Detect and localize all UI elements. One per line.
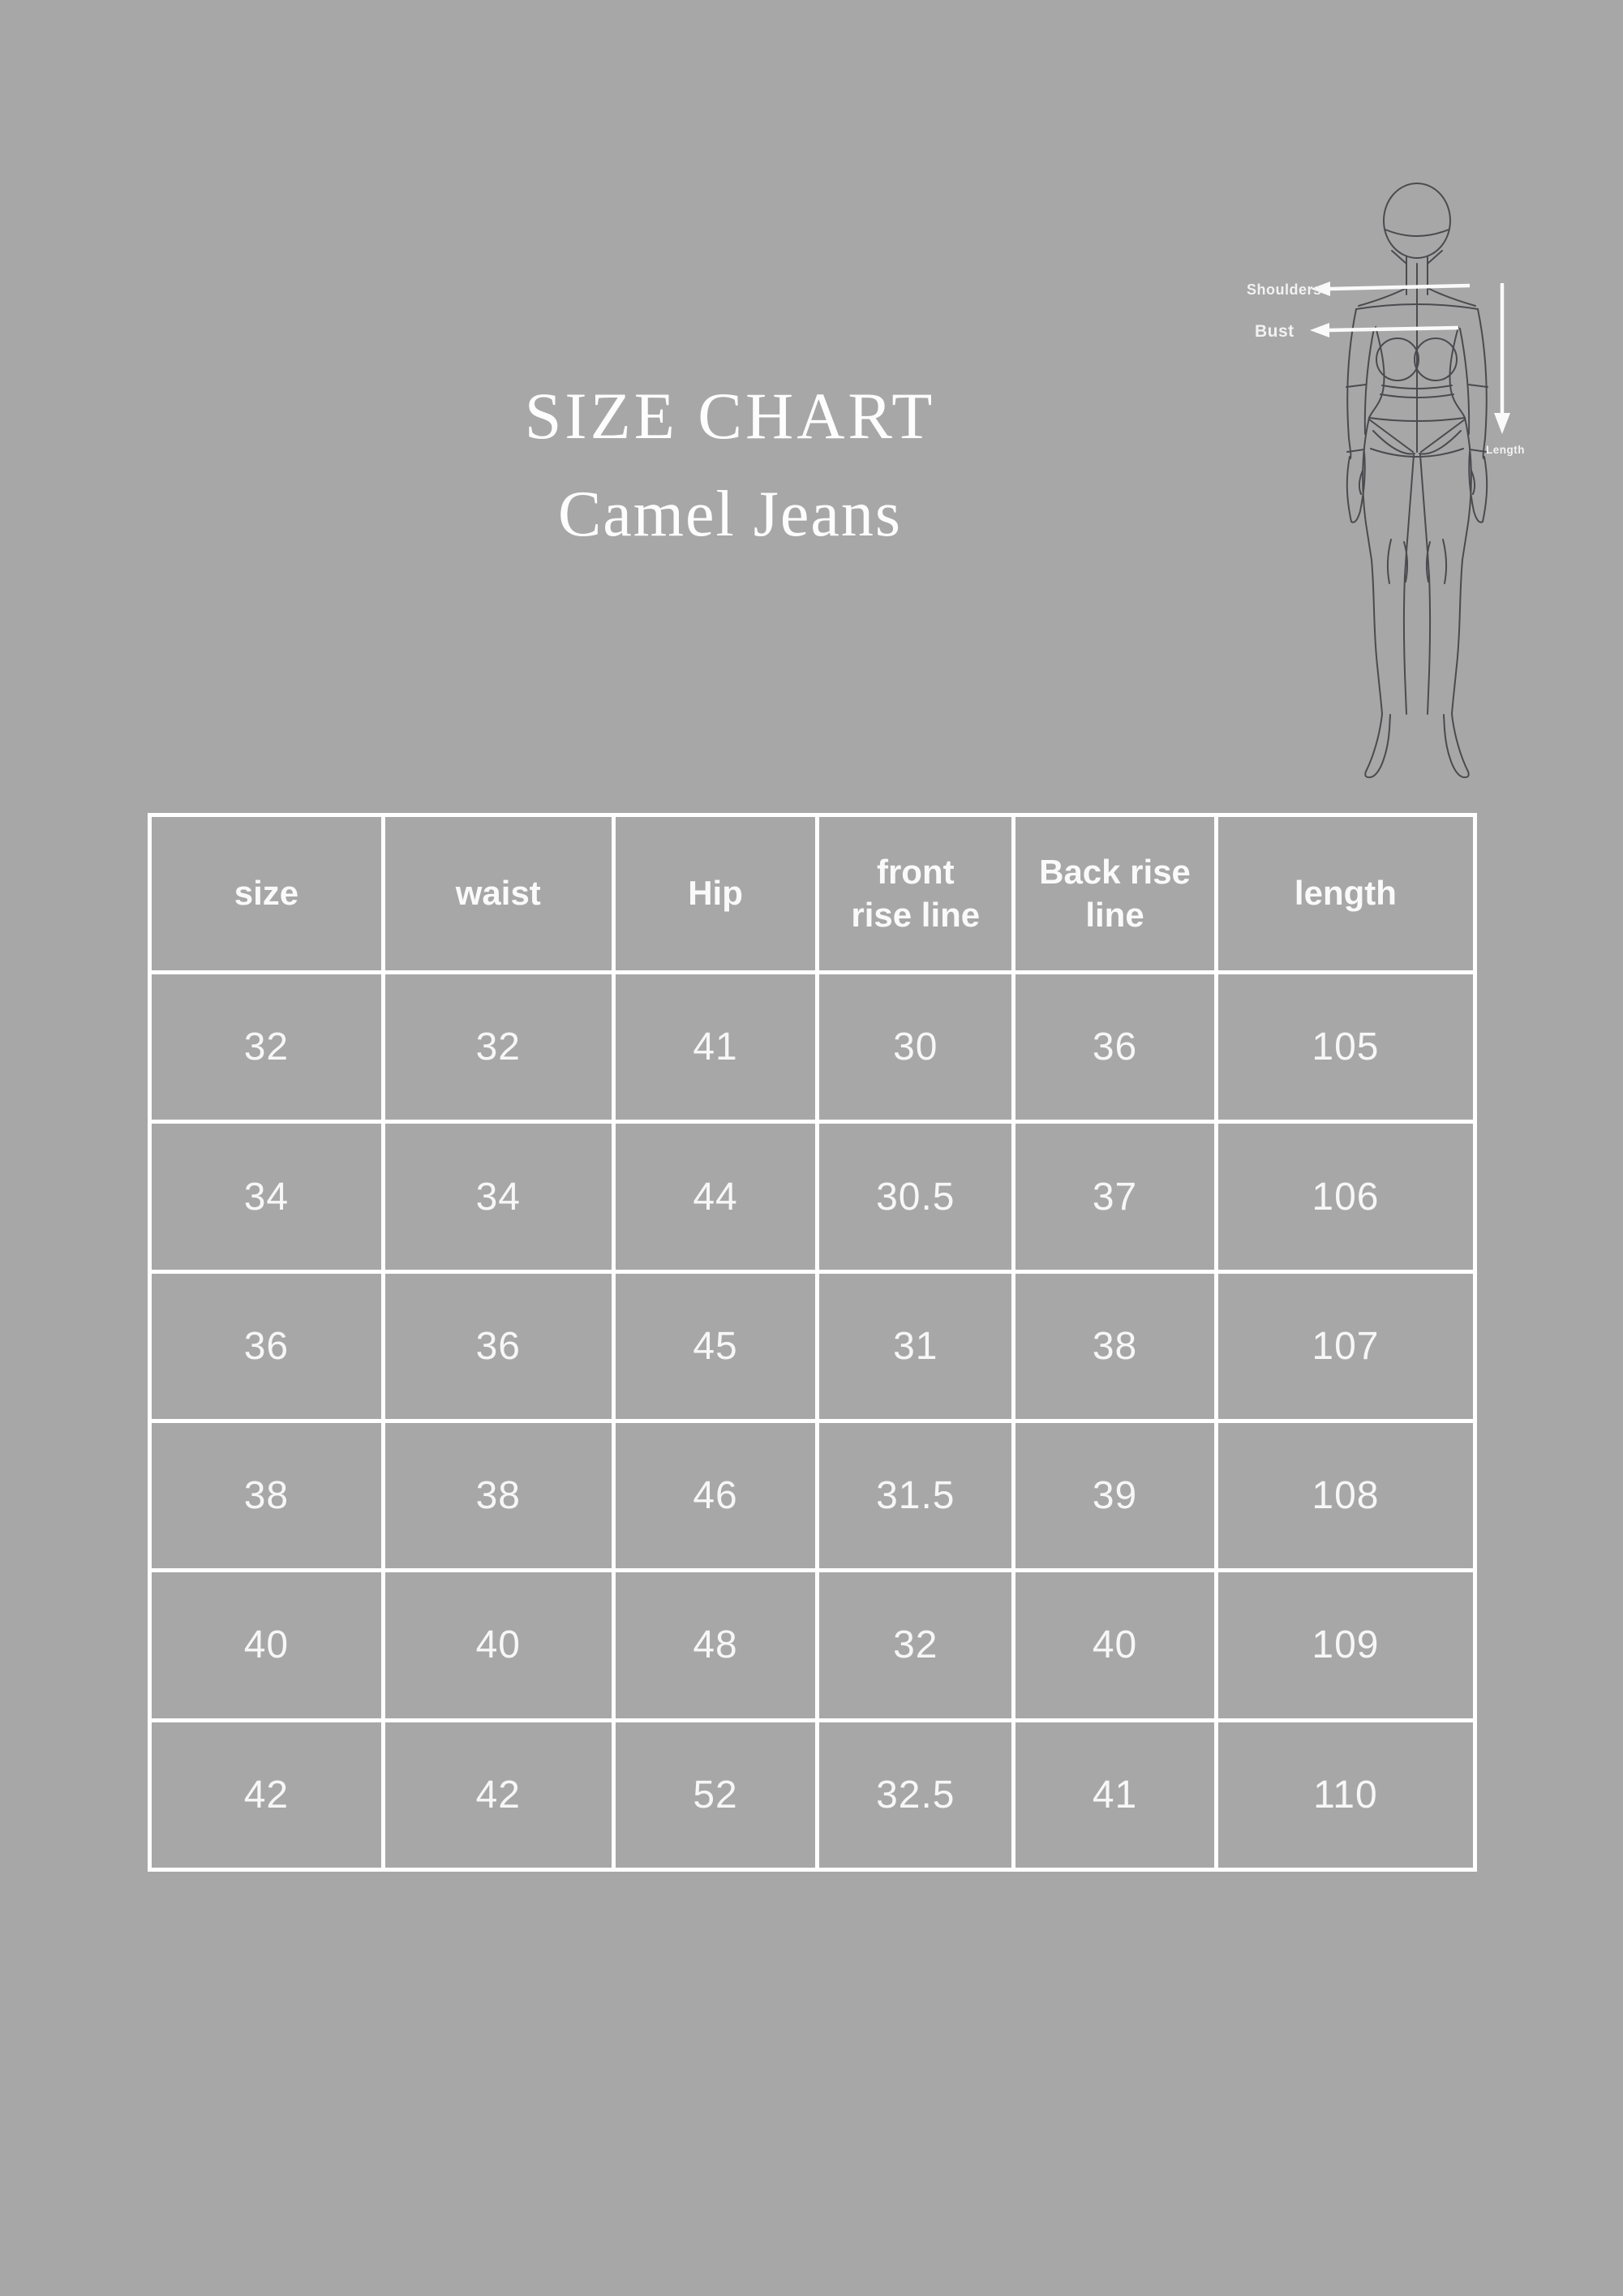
table-cell: 37 xyxy=(1015,1124,1214,1270)
table-cell: 34 xyxy=(152,1124,381,1270)
table-cell: 109 xyxy=(1217,1572,1473,1718)
table-cell: 38 xyxy=(152,1423,381,1569)
table-cell: 46 xyxy=(615,1423,816,1569)
table-cell: 32 xyxy=(384,974,612,1120)
table-cell: 39 xyxy=(1015,1423,1214,1569)
table-cell: 32 xyxy=(819,1572,1012,1718)
table-cell: 42 xyxy=(152,1722,381,1868)
measurement-figure-illustration: Shoulders Bust Length xyxy=(1247,183,1525,779)
shoulders-label: Shoulders xyxy=(1247,282,1322,298)
table-cell: 45 xyxy=(615,1273,816,1419)
table-cell: 106 xyxy=(1217,1124,1473,1270)
column-header-back-rise-line: Back rise line xyxy=(1015,817,1214,971)
table-cell: 108 xyxy=(1217,1423,1473,1569)
size-chart-table: size waist Hip front rise line Back rise lin… xyxy=(148,813,1477,1872)
table-cell: 42 xyxy=(384,1722,612,1868)
length-measure-arrow: Length xyxy=(1486,283,1525,456)
column-header-waist: waist xyxy=(384,817,612,971)
table-cell: 36 xyxy=(384,1273,612,1419)
table-cell: 110 xyxy=(1217,1722,1473,1868)
table-cell: 105 xyxy=(1217,974,1473,1120)
table-cell: 38 xyxy=(384,1423,612,1569)
table-cell: 40 xyxy=(384,1572,612,1718)
shoulders-measure-arrow: Shoulders xyxy=(1247,282,1471,298)
title-block: SIZE CHART Camel Jeans xyxy=(0,381,1460,548)
bust-measure-arrow: Bust xyxy=(1255,322,1459,341)
column-header-front-rise-line: front rise line xyxy=(819,817,1012,971)
table-cell: 32.5 xyxy=(819,1722,1012,1868)
table-cell: 38 xyxy=(1015,1273,1214,1419)
table-cell: 36 xyxy=(1015,974,1214,1120)
table-cell: 31 xyxy=(819,1273,1012,1419)
page-title: SIZE CHART xyxy=(524,379,936,453)
table-cell: 41 xyxy=(1015,1722,1214,1868)
croquis-body-sketch xyxy=(1346,183,1488,779)
column-header-hip: Hip xyxy=(615,817,816,971)
table-cell: 48 xyxy=(615,1572,816,1718)
table-cell: 36 xyxy=(152,1273,381,1419)
table-cell: 30 xyxy=(819,974,1012,1120)
column-header-length: length xyxy=(1217,817,1473,971)
table-cell: 31.5 xyxy=(819,1423,1012,1569)
table-cell: 41 xyxy=(615,974,816,1120)
table-cell: 52 xyxy=(615,1722,816,1868)
table-cell: 40 xyxy=(1015,1572,1214,1718)
column-header-size: size xyxy=(152,817,381,971)
table-cell: 40 xyxy=(152,1572,381,1718)
table-cell: 44 xyxy=(615,1124,816,1270)
table-cell: 34 xyxy=(384,1124,612,1270)
table-cell: 30.5 xyxy=(819,1124,1012,1270)
length-label: Length xyxy=(1486,444,1525,456)
table-cell: 107 xyxy=(1217,1273,1473,1419)
table-cell: 32 xyxy=(152,974,381,1120)
bust-label: Bust xyxy=(1255,322,1295,341)
page-subtitle: Camel Jeans xyxy=(557,479,903,551)
